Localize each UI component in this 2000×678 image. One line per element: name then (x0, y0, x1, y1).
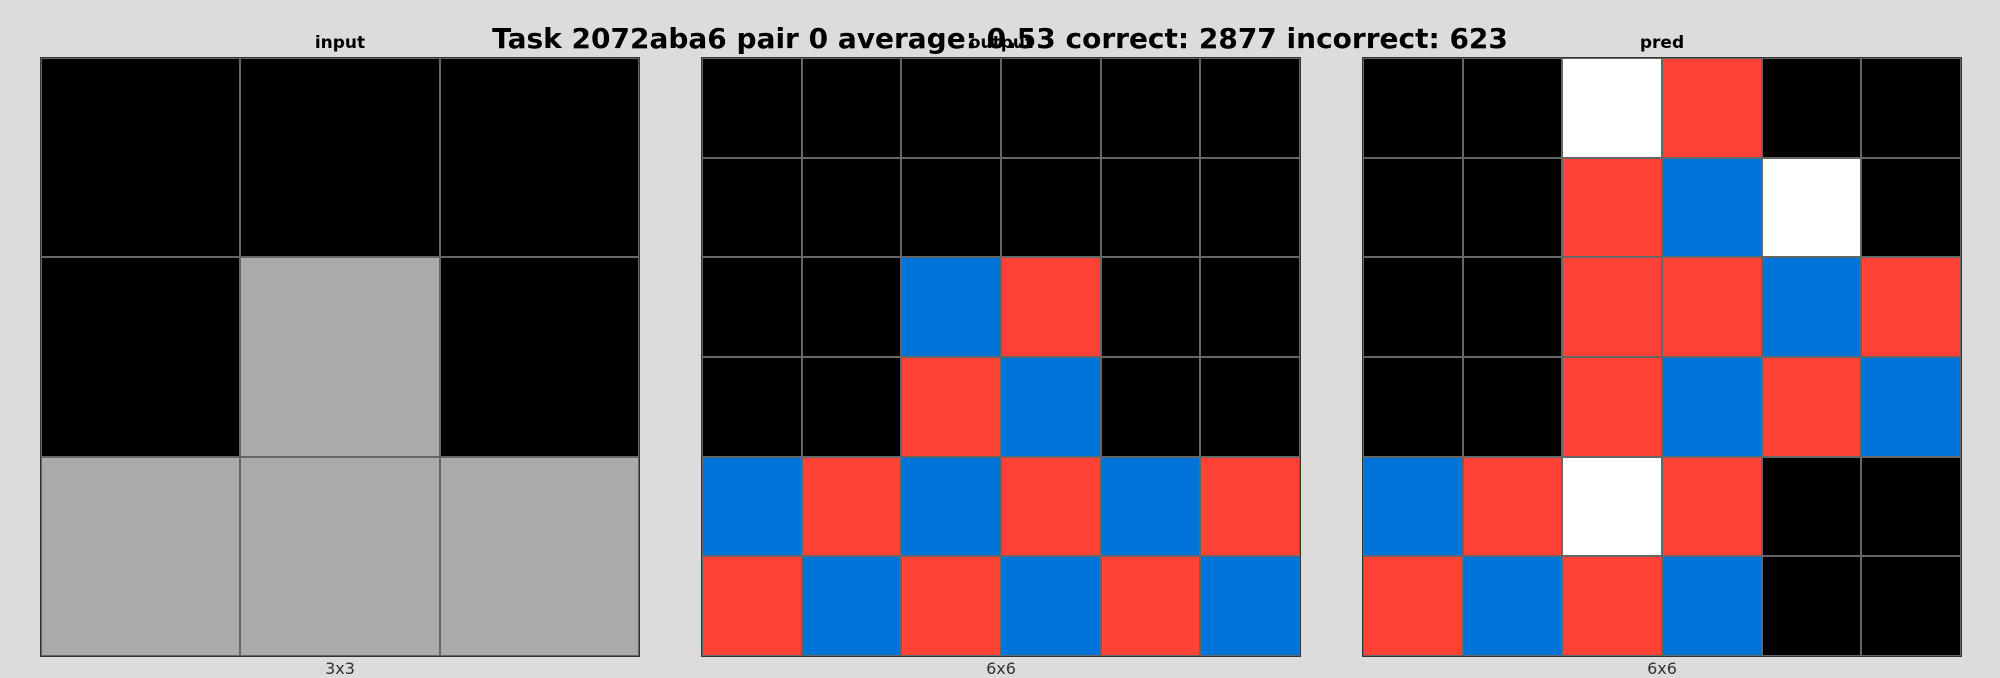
input-grid (40, 57, 640, 657)
grid-cell (1462, 257, 1563, 357)
grid-cell (1661, 58, 1762, 158)
grid-cell (1200, 58, 1300, 158)
grid-cell (1363, 556, 1463, 656)
grid-cell (1000, 456, 1101, 557)
grid-cell (1000, 157, 1101, 258)
grid-cell (1661, 157, 1762, 258)
grid-cell (1100, 356, 1201, 457)
grid-cell (801, 456, 902, 557)
grid-cell (1861, 456, 1961, 557)
grid-cell (1761, 556, 1862, 656)
input-grid-dimensions: 3x3 (325, 659, 355, 678)
grid-cell (1000, 356, 1101, 457)
grid-cell (1363, 58, 1463, 158)
grid-cell (801, 157, 902, 258)
grid-cell (1100, 456, 1201, 557)
grid-cell (901, 257, 1001, 357)
grid-cell (1200, 257, 1300, 357)
grid-cell (702, 257, 802, 357)
grid-cell (702, 356, 802, 457)
grid-cell (1562, 556, 1662, 656)
grid-cell (702, 456, 802, 557)
grid-cell (1761, 257, 1862, 357)
grid-cell (901, 456, 1001, 557)
grid-cell (1000, 257, 1101, 357)
output-grid-dimensions: 6x6 (986, 659, 1016, 678)
pred-grid (1362, 57, 1962, 657)
grid-cell (1462, 58, 1563, 158)
grid-cell (901, 157, 1001, 258)
grid-cell (41, 456, 241, 656)
grid-cell (1363, 157, 1463, 258)
grid-cell (1761, 157, 1862, 258)
output-panel-title: output (968, 33, 1034, 53)
grid-cell (41, 58, 241, 258)
pred-grid-dimensions: 6x6 (1647, 659, 1677, 678)
grid-cell (1661, 556, 1762, 656)
grid-cell (1562, 157, 1662, 258)
output-panel: output 6x6 (701, 30, 1301, 678)
grid-cell (41, 257, 241, 457)
grid-cell (1661, 456, 1762, 557)
grid-cell (1000, 556, 1101, 656)
grid-cell (1000, 58, 1101, 158)
grid-cell (1562, 58, 1662, 158)
grid-cell (1363, 456, 1463, 557)
grid-cell (901, 58, 1001, 158)
grid-cell (1100, 58, 1201, 158)
pred-panel: pred 6x6 (1362, 30, 1962, 678)
grid-cell (240, 58, 440, 258)
grid-cell (702, 157, 802, 258)
grid-cell (1661, 257, 1762, 357)
grid-cell (1761, 356, 1862, 457)
grid-cell (801, 257, 902, 357)
grid-cell (1100, 157, 1201, 258)
input-panel-title: input (314, 33, 366, 53)
grid-cell (1462, 556, 1563, 656)
grid-cell (1861, 556, 1961, 656)
grid-cell (901, 556, 1001, 656)
grid-cell (801, 58, 902, 158)
grid-cell (1200, 456, 1300, 557)
grid-cell (1363, 356, 1463, 457)
grid-cell (1363, 257, 1463, 357)
grid-cell (1861, 157, 1961, 258)
grid-cell (801, 356, 902, 457)
grid-cell (1861, 58, 1961, 158)
grid-cell (1200, 556, 1300, 656)
grid-cell (702, 58, 802, 158)
grid-cell (1562, 456, 1662, 557)
grid-cell (439, 257, 639, 457)
grid-cell (1200, 356, 1300, 457)
grid-cell (702, 556, 802, 656)
grid-cell (1562, 257, 1662, 357)
grid-cell (439, 456, 639, 656)
grid-cell (1761, 456, 1862, 557)
grid-cell (1100, 257, 1201, 357)
grid-cell (1861, 356, 1961, 457)
grid-cell (1462, 157, 1563, 258)
grid-cell (1200, 157, 1300, 258)
grid-cell (439, 58, 639, 258)
grid-cell (1462, 456, 1563, 557)
grid-cell (1861, 257, 1961, 357)
input-panel: input 3x3 (40, 30, 640, 678)
grid-cell (1100, 556, 1201, 656)
grid-cell (1562, 356, 1662, 457)
grid-cell (801, 556, 902, 656)
grid-cell (1761, 58, 1862, 158)
grid-cell (1462, 356, 1563, 457)
figure-title: Task 2072aba6 pair 0 average: 0.53 corre… (492, 22, 1508, 55)
pred-panel-title: pred (1639, 33, 1685, 53)
grid-cell (240, 456, 440, 656)
grid-cell (901, 356, 1001, 457)
grid-cell (1661, 356, 1762, 457)
grid-cell (240, 257, 440, 457)
output-grid (701, 57, 1301, 657)
